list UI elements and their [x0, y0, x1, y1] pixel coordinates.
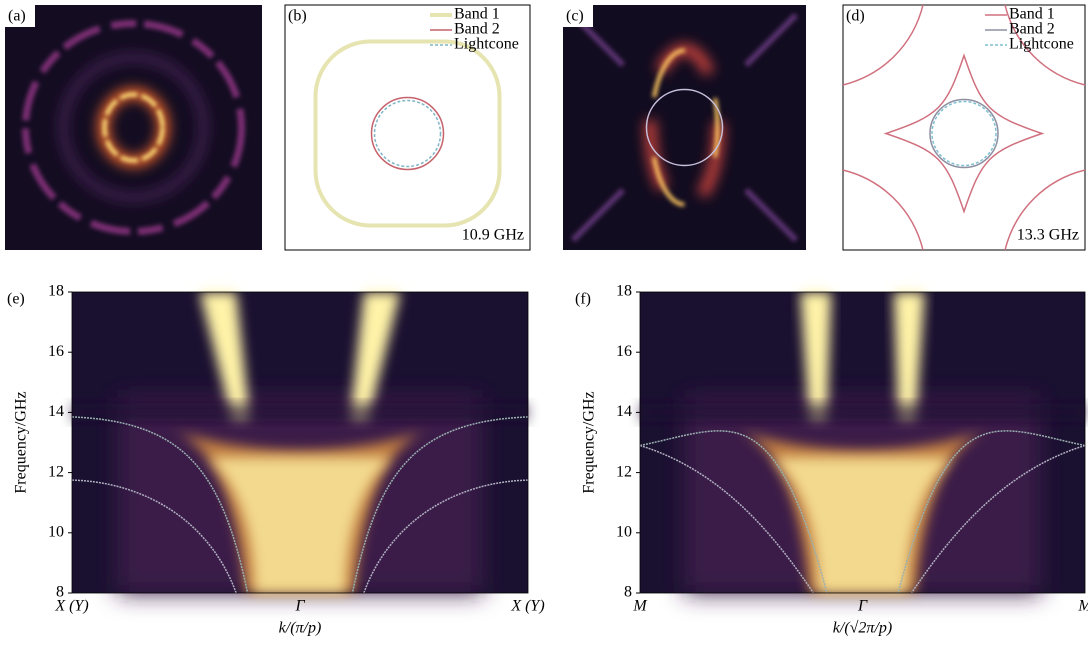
y-tick-label: 8: [624, 584, 632, 601]
figure: (a)Band 1Band 2Lightcone10.9 GHz(b)(c)Ba…: [0, 0, 1088, 652]
heatmap-background: [5, 5, 262, 250]
y-axis-label: Frequency/GHz: [581, 391, 598, 493]
y-tick-label: 16: [616, 343, 632, 360]
panel-label: (d): [846, 8, 865, 25]
y-tick-label: 16: [48, 343, 64, 360]
x-tick-label: Γ: [857, 598, 868, 615]
y-tick-label: 14: [616, 403, 632, 420]
x-tick-label: X (Y): [510, 598, 544, 615]
y-tick-label: 10: [616, 523, 632, 540]
x-tick-label: M: [632, 598, 648, 615]
dark-band: [72, 403, 528, 421]
legend-label: Lightcone: [1009, 36, 1074, 53]
panel: [563, 5, 806, 250]
y-tick-label: 14: [48, 403, 64, 420]
dark-band: [640, 403, 1085, 421]
y-axis-label: Frequency/GHz: [13, 391, 30, 493]
y-tick-label: 12: [616, 463, 632, 480]
y-tick-label: 10: [48, 523, 64, 540]
x-tick-label: X (Y): [54, 598, 88, 615]
y-tick-label: 12: [48, 463, 64, 480]
panel-label: (f): [575, 291, 591, 308]
panel-label: (b): [288, 8, 307, 25]
y-tick-label: 18: [48, 283, 64, 300]
frequency-annotation: 13.3 GHz: [1017, 227, 1079, 244]
legend-label: Lightcone: [454, 36, 519, 53]
x-axis-label: k/(π/p): [279, 620, 322, 637]
frequency-annotation: 10.9 GHz: [462, 227, 524, 244]
panel-label: (c): [566, 8, 584, 25]
panel: [5, 5, 262, 250]
y-tick-label: 18: [616, 283, 632, 300]
panel: 8 10 12 14 16 18 M Γ Mk/(√2π/p) Frequency/GHz (f): [575, 283, 1088, 637]
x-axis-label: k/(√2π/p): [833, 620, 892, 637]
x-tick-label: Γ: [294, 598, 305, 615]
x-tick-label: M: [1077, 598, 1088, 615]
panel-label: (a): [8, 8, 26, 25]
panel-label: (e): [7, 291, 25, 308]
